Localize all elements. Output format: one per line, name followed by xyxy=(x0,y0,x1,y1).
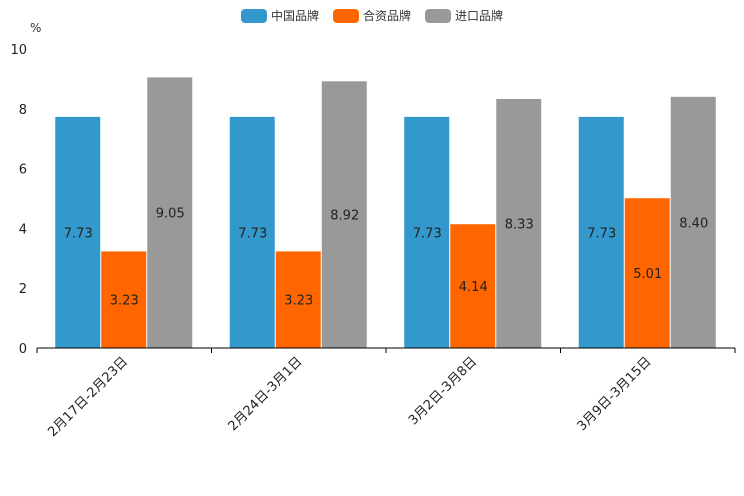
data-label-s0-c3: 7.73 xyxy=(587,226,616,241)
legend-item-china[interactable]: 中国品牌 xyxy=(240,7,319,24)
data-label-s1-c0: 3.23 xyxy=(110,294,139,309)
bar-s0-c3 xyxy=(578,116,624,348)
x-tick-label-3: 3月9日-3月15日 xyxy=(575,354,655,434)
data-label-s2-c1: 8.92 xyxy=(330,209,359,224)
legend-item-joint[interactable]: 合资品牌 xyxy=(332,7,411,24)
data-label-s1-c2: 4.14 xyxy=(459,280,488,295)
y-tick-label-3: 6 xyxy=(19,163,27,178)
x-tick-label-2: 3月2日-3月8日 xyxy=(406,354,480,428)
data-label-s2-c2: 8.33 xyxy=(505,217,534,232)
x-tick-label-1: 2月24日-3月1日 xyxy=(226,354,306,434)
legend-swatch-import xyxy=(425,8,451,23)
bar-s0-c2 xyxy=(404,116,450,348)
data-label-s1-c3: 5.01 xyxy=(633,267,662,282)
data-label-s2-c3: 8.40 xyxy=(679,216,708,231)
data-label-s2-c0: 9.05 xyxy=(156,207,185,222)
y-axis-unit: % xyxy=(30,21,42,35)
y-tick-label-2: 4 xyxy=(19,222,27,237)
bar-s1-c0 xyxy=(101,251,147,348)
y-tick-label-4: 8 xyxy=(19,103,27,118)
bar-s1-c3 xyxy=(624,198,670,348)
legend-label-joint: 合资品牌 xyxy=(362,9,411,23)
bar-s1-c1 xyxy=(275,251,321,348)
data-label-s0-c0: 7.73 xyxy=(64,226,93,241)
data-label-s0-c1: 7.73 xyxy=(238,226,267,241)
bar-s2-c1 xyxy=(321,81,367,349)
x-tick-label-0: 2月17日-2月23日 xyxy=(45,354,131,440)
bar-s0-c0 xyxy=(55,116,101,348)
y-tick-label-1: 2 xyxy=(19,282,27,297)
y-tick-label-0: 0 xyxy=(19,342,27,357)
legend-item-import[interactable]: 进口品牌 xyxy=(425,7,503,24)
y-tick-label-5: 10 xyxy=(10,43,27,58)
legend-swatch-joint xyxy=(332,8,359,23)
legend-label-china: 中国品牌 xyxy=(270,9,319,23)
bar-s2-c0 xyxy=(147,77,193,348)
data-label-s1-c1: 3.23 xyxy=(284,294,313,309)
legend-label-import: 进口品牌 xyxy=(455,9,504,23)
bar-s0-c1 xyxy=(229,116,275,348)
data-label-s0-c2: 7.73 xyxy=(413,226,442,241)
bar-s2-c3 xyxy=(670,96,716,348)
legend: 中国品牌 合资品牌 进口品牌 xyxy=(0,7,744,24)
bar-s1-c2 xyxy=(450,224,496,348)
bar-s2-c2 xyxy=(496,98,542,348)
legend-swatch-china xyxy=(240,8,267,23)
